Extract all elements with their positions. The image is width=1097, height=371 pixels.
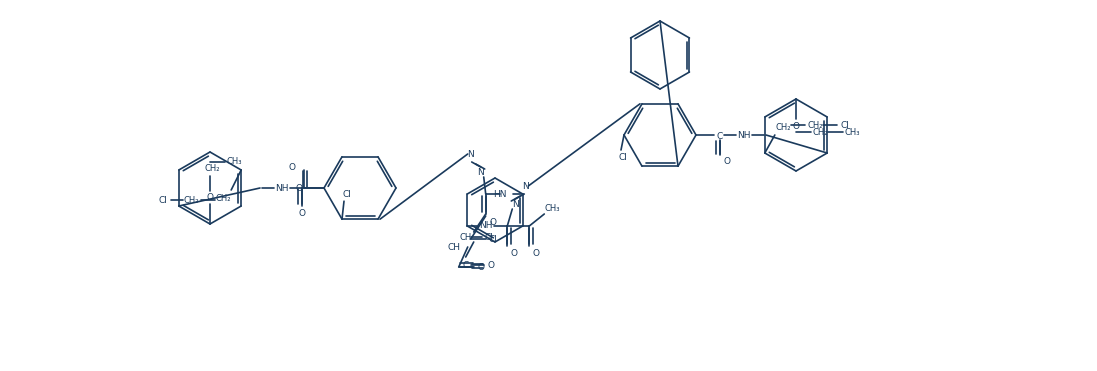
Text: Cl: Cl	[840, 121, 849, 129]
Text: CH₂: CH₂	[812, 128, 828, 137]
Text: Cl: Cl	[484, 233, 494, 242]
Text: O: O	[298, 209, 305, 217]
Text: N: N	[467, 150, 474, 158]
Text: CH₃: CH₃	[845, 128, 860, 137]
Text: O: O	[295, 184, 303, 193]
Text: Cl: Cl	[619, 152, 627, 161]
Text: NH: NH	[479, 220, 493, 230]
Text: O: O	[792, 121, 800, 131]
Text: CH₂: CH₂	[776, 122, 791, 131]
Text: CH₃: CH₃	[544, 204, 561, 213]
Text: C: C	[463, 260, 468, 269]
Text: CH₂: CH₂	[204, 164, 219, 173]
Text: O: O	[487, 260, 495, 269]
Text: CH₂: CH₂	[183, 196, 199, 204]
Text: O: O	[724, 157, 731, 165]
Text: HN: HN	[494, 190, 507, 198]
Text: N: N	[477, 167, 484, 177]
Text: C: C	[716, 131, 723, 141]
Text: O: O	[477, 263, 484, 272]
Text: CH₂: CH₂	[807, 121, 823, 129]
Text: CH₂: CH₂	[215, 194, 231, 203]
Text: CH: CH	[448, 243, 461, 252]
Text: O: O	[289, 162, 295, 171]
Text: Cl: Cl	[488, 234, 497, 243]
Text: O: O	[489, 217, 496, 227]
Text: CH₃: CH₃	[226, 157, 241, 165]
Text: NH: NH	[737, 131, 750, 139]
Text: O: O	[511, 250, 518, 259]
Text: NH: NH	[275, 184, 289, 193]
Text: Cl: Cl	[159, 196, 168, 204]
Text: O: O	[206, 193, 214, 201]
Text: N: N	[512, 200, 519, 209]
Text: Cl: Cl	[342, 190, 351, 199]
Text: CH: CH	[460, 233, 472, 242]
Text: O: O	[533, 250, 540, 259]
Text: N: N	[522, 181, 529, 190]
